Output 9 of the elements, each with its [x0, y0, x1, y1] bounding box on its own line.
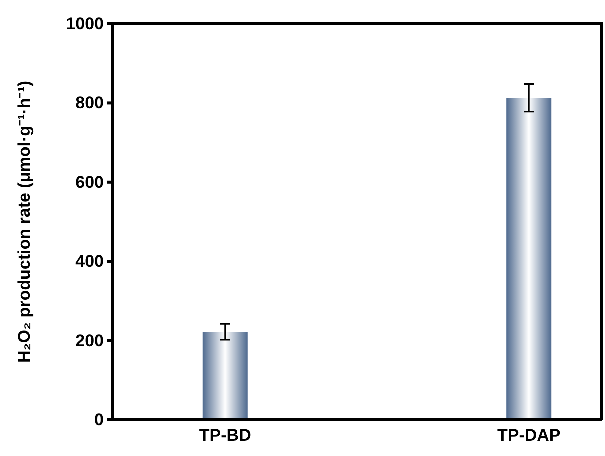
x-tick-label: TP-BD [199, 426, 252, 446]
y-tick-label: 1000 [66, 14, 104, 34]
y-tick-label: 800 [76, 94, 104, 113]
y-tick-label: 200 [76, 331, 104, 350]
x-tick-label: TP-DAP [497, 426, 561, 446]
y-tick-label: 0 [94, 410, 104, 430]
y-tick-label: 400 [76, 252, 104, 272]
y-tick-label: 600 [76, 172, 104, 192]
y-axis-title: H₂O₂ production rate (μmol·g⁻¹·h⁻¹) [15, 80, 34, 364]
